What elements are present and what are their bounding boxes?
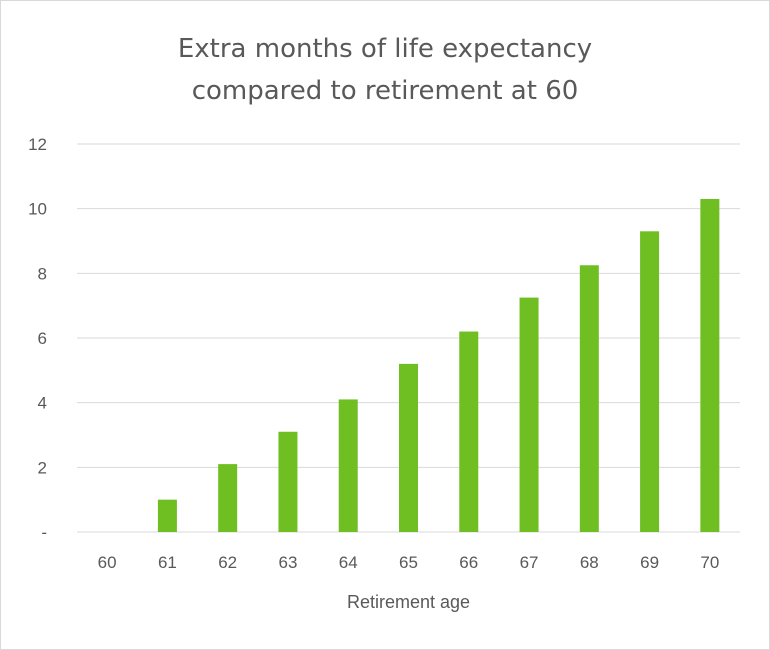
x-tick-label: 68 xyxy=(580,553,599,572)
x-tick-label: 62 xyxy=(218,553,237,572)
x-tick-label: 70 xyxy=(700,553,719,572)
y-tick-label: 8 xyxy=(38,264,47,283)
y-tick-label: 2 xyxy=(38,458,47,477)
bar-62 xyxy=(218,464,238,532)
y-tick-label: 10 xyxy=(28,200,47,219)
bar-61 xyxy=(157,499,177,532)
x-tick-label: 69 xyxy=(640,553,659,572)
x-tick-label: 66 xyxy=(459,553,478,572)
bars xyxy=(157,198,720,533)
bar-70 xyxy=(700,198,720,532)
x-tick-label: 65 xyxy=(399,553,418,572)
bar-66 xyxy=(459,331,479,532)
bar-63 xyxy=(278,431,298,532)
x-tick-label: 63 xyxy=(278,553,297,572)
x-axis-ticks: 60 61 62 63 64 65 66 67 68 69 70 xyxy=(98,553,720,572)
bar-69 xyxy=(640,231,660,533)
chart-title: Extra months of life expectancy compared… xyxy=(0,28,770,112)
chart-title-line-1: Extra months of life expectancy xyxy=(177,34,593,64)
bar-64 xyxy=(338,399,358,532)
y-tick-label: 12 xyxy=(28,135,47,154)
y-tick-label: 6 xyxy=(38,329,47,348)
chart-title-line-2: compared to retirement at 60 xyxy=(191,76,579,106)
y-tick-label: 4 xyxy=(38,394,47,413)
bar-67 xyxy=(519,297,539,532)
y-axis-ticks: - 2 4 6 8 10 12 xyxy=(28,135,47,542)
y-tick-label: - xyxy=(41,523,47,542)
bar-68 xyxy=(579,265,599,532)
x-tick-label: 61 xyxy=(158,553,177,572)
x-tick-label: 64 xyxy=(339,553,358,572)
x-axis-title: Retirement age xyxy=(347,592,470,612)
bar-65 xyxy=(399,363,418,532)
x-tick-label: 60 xyxy=(98,553,117,572)
x-tick-label: 67 xyxy=(520,553,539,572)
